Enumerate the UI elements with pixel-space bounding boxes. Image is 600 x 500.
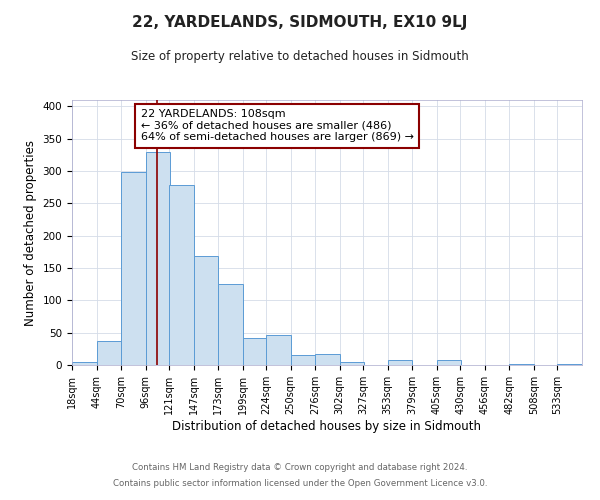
- Text: Contains public sector information licensed under the Open Government Licence v3: Contains public sector information licen…: [113, 478, 487, 488]
- Text: Contains HM Land Registry data © Crown copyright and database right 2024.: Contains HM Land Registry data © Crown c…: [132, 464, 468, 472]
- Text: 22, YARDELANDS, SIDMOUTH, EX10 9LJ: 22, YARDELANDS, SIDMOUTH, EX10 9LJ: [133, 15, 467, 30]
- Bar: [340, 362, 364, 365]
- Bar: [388, 360, 412, 365]
- Bar: [97, 341, 121, 365]
- Y-axis label: Number of detached properties: Number of detached properties: [24, 140, 37, 326]
- Bar: [315, 354, 340, 365]
- Bar: [194, 256, 218, 365]
- Bar: [72, 362, 97, 365]
- X-axis label: Distribution of detached houses by size in Sidmouth: Distribution of detached houses by size …: [173, 420, 482, 432]
- Bar: [557, 364, 582, 365]
- Text: Size of property relative to detached houses in Sidmouth: Size of property relative to detached ho…: [131, 50, 469, 63]
- Bar: [146, 152, 170, 365]
- Bar: [242, 338, 267, 365]
- Bar: [121, 172, 146, 365]
- Bar: [437, 360, 461, 365]
- Bar: [218, 284, 242, 365]
- Bar: [266, 336, 291, 365]
- Bar: [509, 364, 534, 365]
- Text: 22 YARDELANDS: 108sqm
← 36% of detached houses are smaller (486)
64% of semi-det: 22 YARDELANDS: 108sqm ← 36% of detached …: [141, 110, 414, 142]
- Bar: [291, 354, 315, 365]
- Bar: [169, 184, 194, 365]
